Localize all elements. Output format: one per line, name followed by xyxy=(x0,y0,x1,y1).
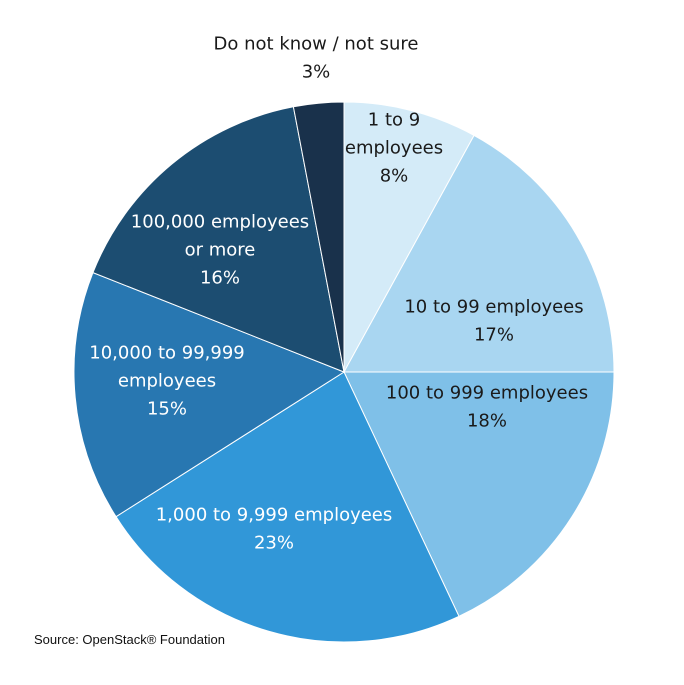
slice-label: 100 to 999 employees 18% xyxy=(386,382,588,431)
slice-percent: 8% xyxy=(380,165,409,186)
slice-label: 1,000 to 9,999 employees 23% xyxy=(156,504,393,553)
slice-category: 100,000 employees xyxy=(131,211,309,232)
slice-label: 100,000 employees or more 16% xyxy=(131,211,309,288)
slice-category: employees xyxy=(345,137,443,158)
slice-percent: 15% xyxy=(147,398,187,419)
pie-slice xyxy=(92,106,345,373)
slice-label: 10 to 99 employees 17% xyxy=(404,296,583,345)
pie-slices xyxy=(73,101,615,643)
slice-percent: 18% xyxy=(467,410,507,431)
slice-category: or more xyxy=(185,239,256,260)
slice-percent: 3% xyxy=(302,61,331,82)
pie-slice xyxy=(115,371,460,643)
slice-label: 10,000 to 99,999 employees 15% xyxy=(89,342,244,419)
slice-category: 100 to 999 employees xyxy=(386,382,588,403)
slice-category: 1 to 9 xyxy=(368,109,420,130)
source-note: Source: OpenStack® Foundation xyxy=(34,632,225,647)
pie-slice xyxy=(343,371,615,617)
slice-category: 10 to 99 employees xyxy=(404,296,583,317)
slice-label: Do not know / not sure 3% xyxy=(214,33,419,82)
slice-percent: 23% xyxy=(254,532,294,553)
pie-slice xyxy=(343,134,615,373)
slice-category: Do not know / not sure xyxy=(214,33,419,54)
pie-slice xyxy=(343,101,475,373)
slice-category: 10,000 to 99,999 xyxy=(89,342,244,363)
slice-percent: 16% xyxy=(200,267,240,288)
slice-labels: 1 to 9 employees 8%10 to 99 employees 17%10… xyxy=(89,33,588,553)
slice-category: employees xyxy=(118,370,216,391)
pie-slice xyxy=(73,271,346,518)
slice-category: 1,000 to 9,999 employees xyxy=(156,504,393,525)
pie-slice xyxy=(292,101,345,373)
slice-percent: 17% xyxy=(474,324,514,345)
slice-label: 1 to 9 employees 8% xyxy=(345,109,443,186)
